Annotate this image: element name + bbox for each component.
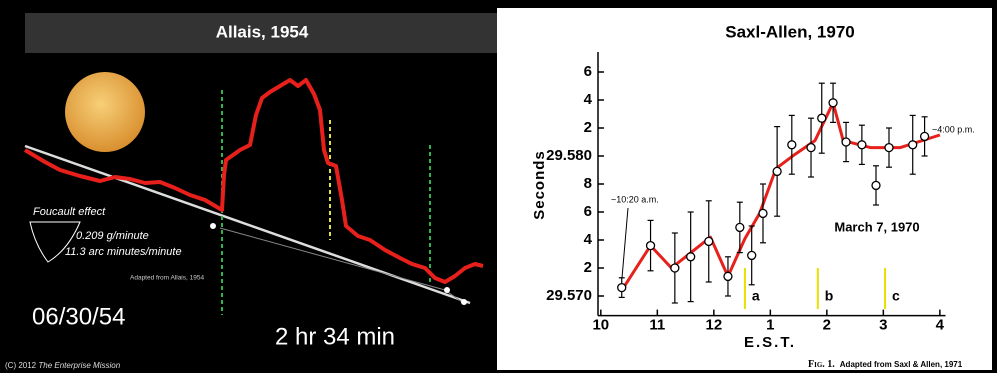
- data-point: [686, 252, 696, 262]
- y-axis-label: Seconds: [531, 150, 548, 220]
- y-tick-label: 6: [584, 203, 592, 220]
- event-label: a: [752, 288, 760, 304]
- marker-dot: [461, 299, 467, 305]
- x-tick-label: 10: [592, 317, 609, 334]
- data-point: [758, 208, 768, 219]
- marker-dot: [210, 223, 216, 229]
- data-point: [617, 282, 627, 293]
- copyright: (C) 2012 The Enterprise Mission: [5, 361, 121, 370]
- data-point: [884, 142, 894, 153]
- y-tick-label: 4: [584, 231, 593, 248]
- y-tick-label: 29.570: [546, 287, 592, 304]
- figure-label: Fig. 1.: [808, 359, 835, 370]
- event-label: c: [892, 288, 900, 304]
- rate-g: 0.209 g/minute: [76, 230, 149, 242]
- data-point: [723, 271, 733, 282]
- caption-text: Adapted from Saxl & Allen, 1971: [840, 360, 963, 369]
- right-panel: [497, 8, 992, 370]
- left-title: Allais, 1954: [216, 22, 309, 41]
- title-bar: [25, 13, 500, 53]
- data-point: [787, 140, 797, 150]
- x-tick-label: 3: [879, 317, 887, 334]
- annotation: ~10:20 a.m.: [611, 194, 659, 204]
- data-point: [841, 137, 851, 147]
- x-tick-label: 12: [705, 317, 722, 334]
- x-axis-label: E.S.T.: [744, 334, 796, 351]
- y-tick-label: 6: [584, 63, 592, 80]
- data-point: [908, 140, 918, 150]
- pendulum-curve: [23, 78, 484, 284]
- data-point: [772, 166, 782, 177]
- x-tick-label: 2: [823, 317, 831, 334]
- data-point: [817, 113, 827, 123]
- copyright-owner: The Enterprise Mission: [38, 361, 120, 370]
- annotation: March 7, 1970: [834, 219, 919, 234]
- copyright-year: (C) 2012: [5, 361, 37, 370]
- caption: Fig. 1. Adapted from Saxl & Allen, 1971: [808, 359, 963, 370]
- data-point: [857, 140, 867, 150]
- data-point: [645, 240, 656, 251]
- data-point: [735, 222, 745, 233]
- y-tick-label: 4: [584, 91, 593, 108]
- event-label: b: [825, 288, 834, 304]
- left-source: Adapted from Allais, 1954: [130, 275, 204, 282]
- chart-title: Saxl-Allen, 1970: [725, 22, 854, 41]
- data-point: [919, 131, 930, 142]
- cone-icon: [29, 221, 81, 263]
- y-tick-label: 2: [584, 259, 592, 276]
- data-point: [871, 180, 881, 191]
- date: 06/30/54: [32, 303, 125, 330]
- left-panel: [0, 0, 497, 373]
- x-tick-label: 11: [649, 317, 665, 334]
- x-tick-label: 1: [766, 317, 774, 334]
- y-tick-label: 2: [584, 119, 592, 136]
- annotation-pointer: [621, 207, 629, 279]
- data-point: [670, 263, 680, 273]
- sun: [65, 72, 145, 152]
- annotation: ~4:00 p.m.: [932, 124, 975, 134]
- duration: 2 hr 34 min: [275, 323, 395, 350]
- data-point: [747, 250, 757, 261]
- effect-label: Foucault effect: [33, 206, 106, 218]
- rate-arc: 11.3 arc minutes/minute: [65, 246, 182, 258]
- y-tick-label: 8: [584, 175, 592, 192]
- data-point: [704, 236, 714, 247]
- marker-dot: [444, 287, 450, 293]
- y-tick-label: 29.580: [546, 147, 592, 164]
- x-tick-label: 4: [936, 317, 945, 334]
- data-point: [806, 142, 816, 153]
- data-point: [828, 98, 838, 108]
